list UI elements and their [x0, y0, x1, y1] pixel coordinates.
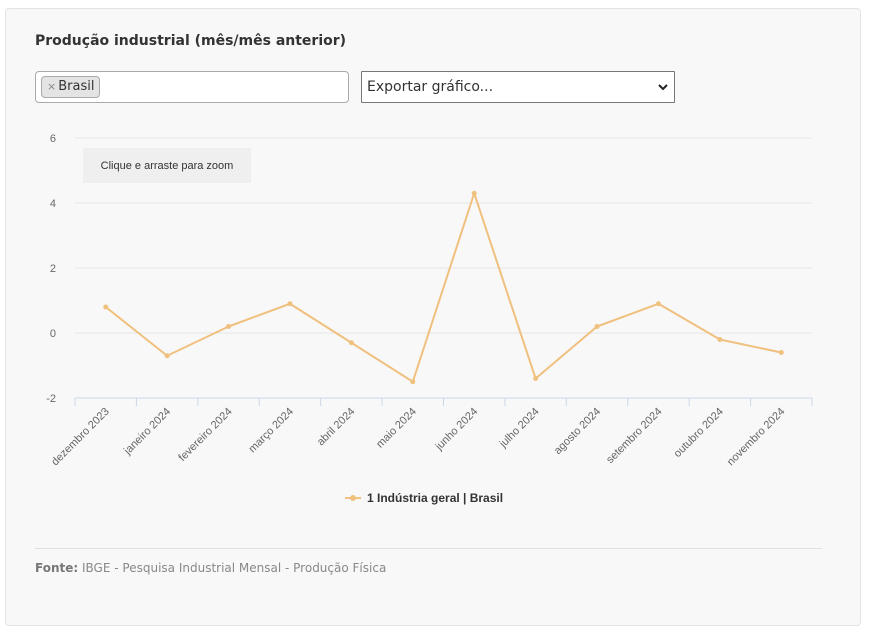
- zoom-hint: Clique e arraste para zoom: [83, 148, 251, 183]
- y-axis-labels: 6 4 2 0 -2: [46, 133, 56, 405]
- footer-divider: [35, 548, 822, 549]
- y-tick-label: 0: [50, 328, 56, 340]
- x-tick-label: fevereiro 2024: [176, 406, 234, 464]
- legend[interactable]: 1 Indústria geral | Brasil: [345, 491, 503, 505]
- legend-label[interactable]: 1 Indústria geral | Brasil: [367, 491, 503, 505]
- source-label: Fonte:: [35, 561, 79, 575]
- data-point[interactable]: [410, 379, 416, 385]
- selected-locality-tag: × Brasil: [41, 76, 101, 98]
- series-layer: [103, 190, 784, 385]
- data-point[interactable]: [717, 337, 723, 342]
- export-chart-select[interactable]: Exportar gráfico...: [361, 71, 675, 103]
- data-point[interactable]: [164, 353, 170, 359]
- zoom-hint-text: Clique e arraste para zoom: [101, 160, 234, 172]
- y-tick-label: 2: [50, 263, 56, 275]
- line-chart[interactable]: 6 4 2 0 -2 dezembro 2023 janeiro 2024 fevereir…: [0, 0, 869, 540]
- remove-tag-icon[interactable]: ×: [47, 80, 57, 93]
- data-point[interactable]: [287, 301, 293, 307]
- source-text: IBGE - Pesquisa Industrial Mensal - Prod…: [82, 561, 387, 575]
- x-tick-label: setembro 2024: [604, 406, 664, 466]
- series-line: [105, 192, 782, 383]
- zoom-hint-box: [83, 148, 251, 183]
- data-point[interactable]: [348, 340, 354, 346]
- chart-title: Produção industrial (mês/mês anterior): [35, 33, 347, 49]
- selected-locality-label: Brasil: [58, 79, 95, 94]
- x-tick-label: janeiro 2024: [121, 406, 173, 458]
- data-point[interactable]: [471, 190, 477, 196]
- chevron-down-icon: [658, 84, 668, 91]
- x-tick-label: agosto 2024: [552, 406, 603, 457]
- y-tick-label: 4: [50, 198, 56, 210]
- data-point[interactable]: [226, 324, 232, 329]
- data-point[interactable]: [594, 324, 600, 329]
- x-tick-label: dezembro 2023: [49, 406, 112, 469]
- x-tick-label: junho 2024: [433, 406, 481, 454]
- data-point[interactable]: [778, 350, 784, 355]
- data-point[interactable]: [103, 304, 109, 310]
- source-note: Fonte: IBGE - Pesquisa Industrial Mensal…: [35, 561, 386, 575]
- locality-select[interactable]: × Brasil: [35, 71, 349, 103]
- data-point[interactable]: [533, 376, 539, 381]
- x-tick-label: maio 2024: [374, 406, 419, 451]
- x-tick-label: abril 2024: [315, 406, 358, 449]
- x-tick-label: novembro 2024: [725, 406, 788, 469]
- export-chart-label: Exportar gráfico...: [367, 79, 494, 95]
- y-tick-label: -2: [46, 393, 56, 405]
- legend-marker-icon: [350, 495, 356, 501]
- data-point[interactable]: [655, 301, 661, 307]
- x-tick-label: outubro 2024: [672, 406, 726, 460]
- x-tick-label: julho 2024: [497, 406, 542, 451]
- x-tick-label: março 2024: [247, 406, 297, 456]
- y-tick-label: 6: [50, 133, 56, 145]
- x-axis: dezembro 2023 janeiro 2024 fevereiro 2024 m…: [49, 398, 813, 469]
